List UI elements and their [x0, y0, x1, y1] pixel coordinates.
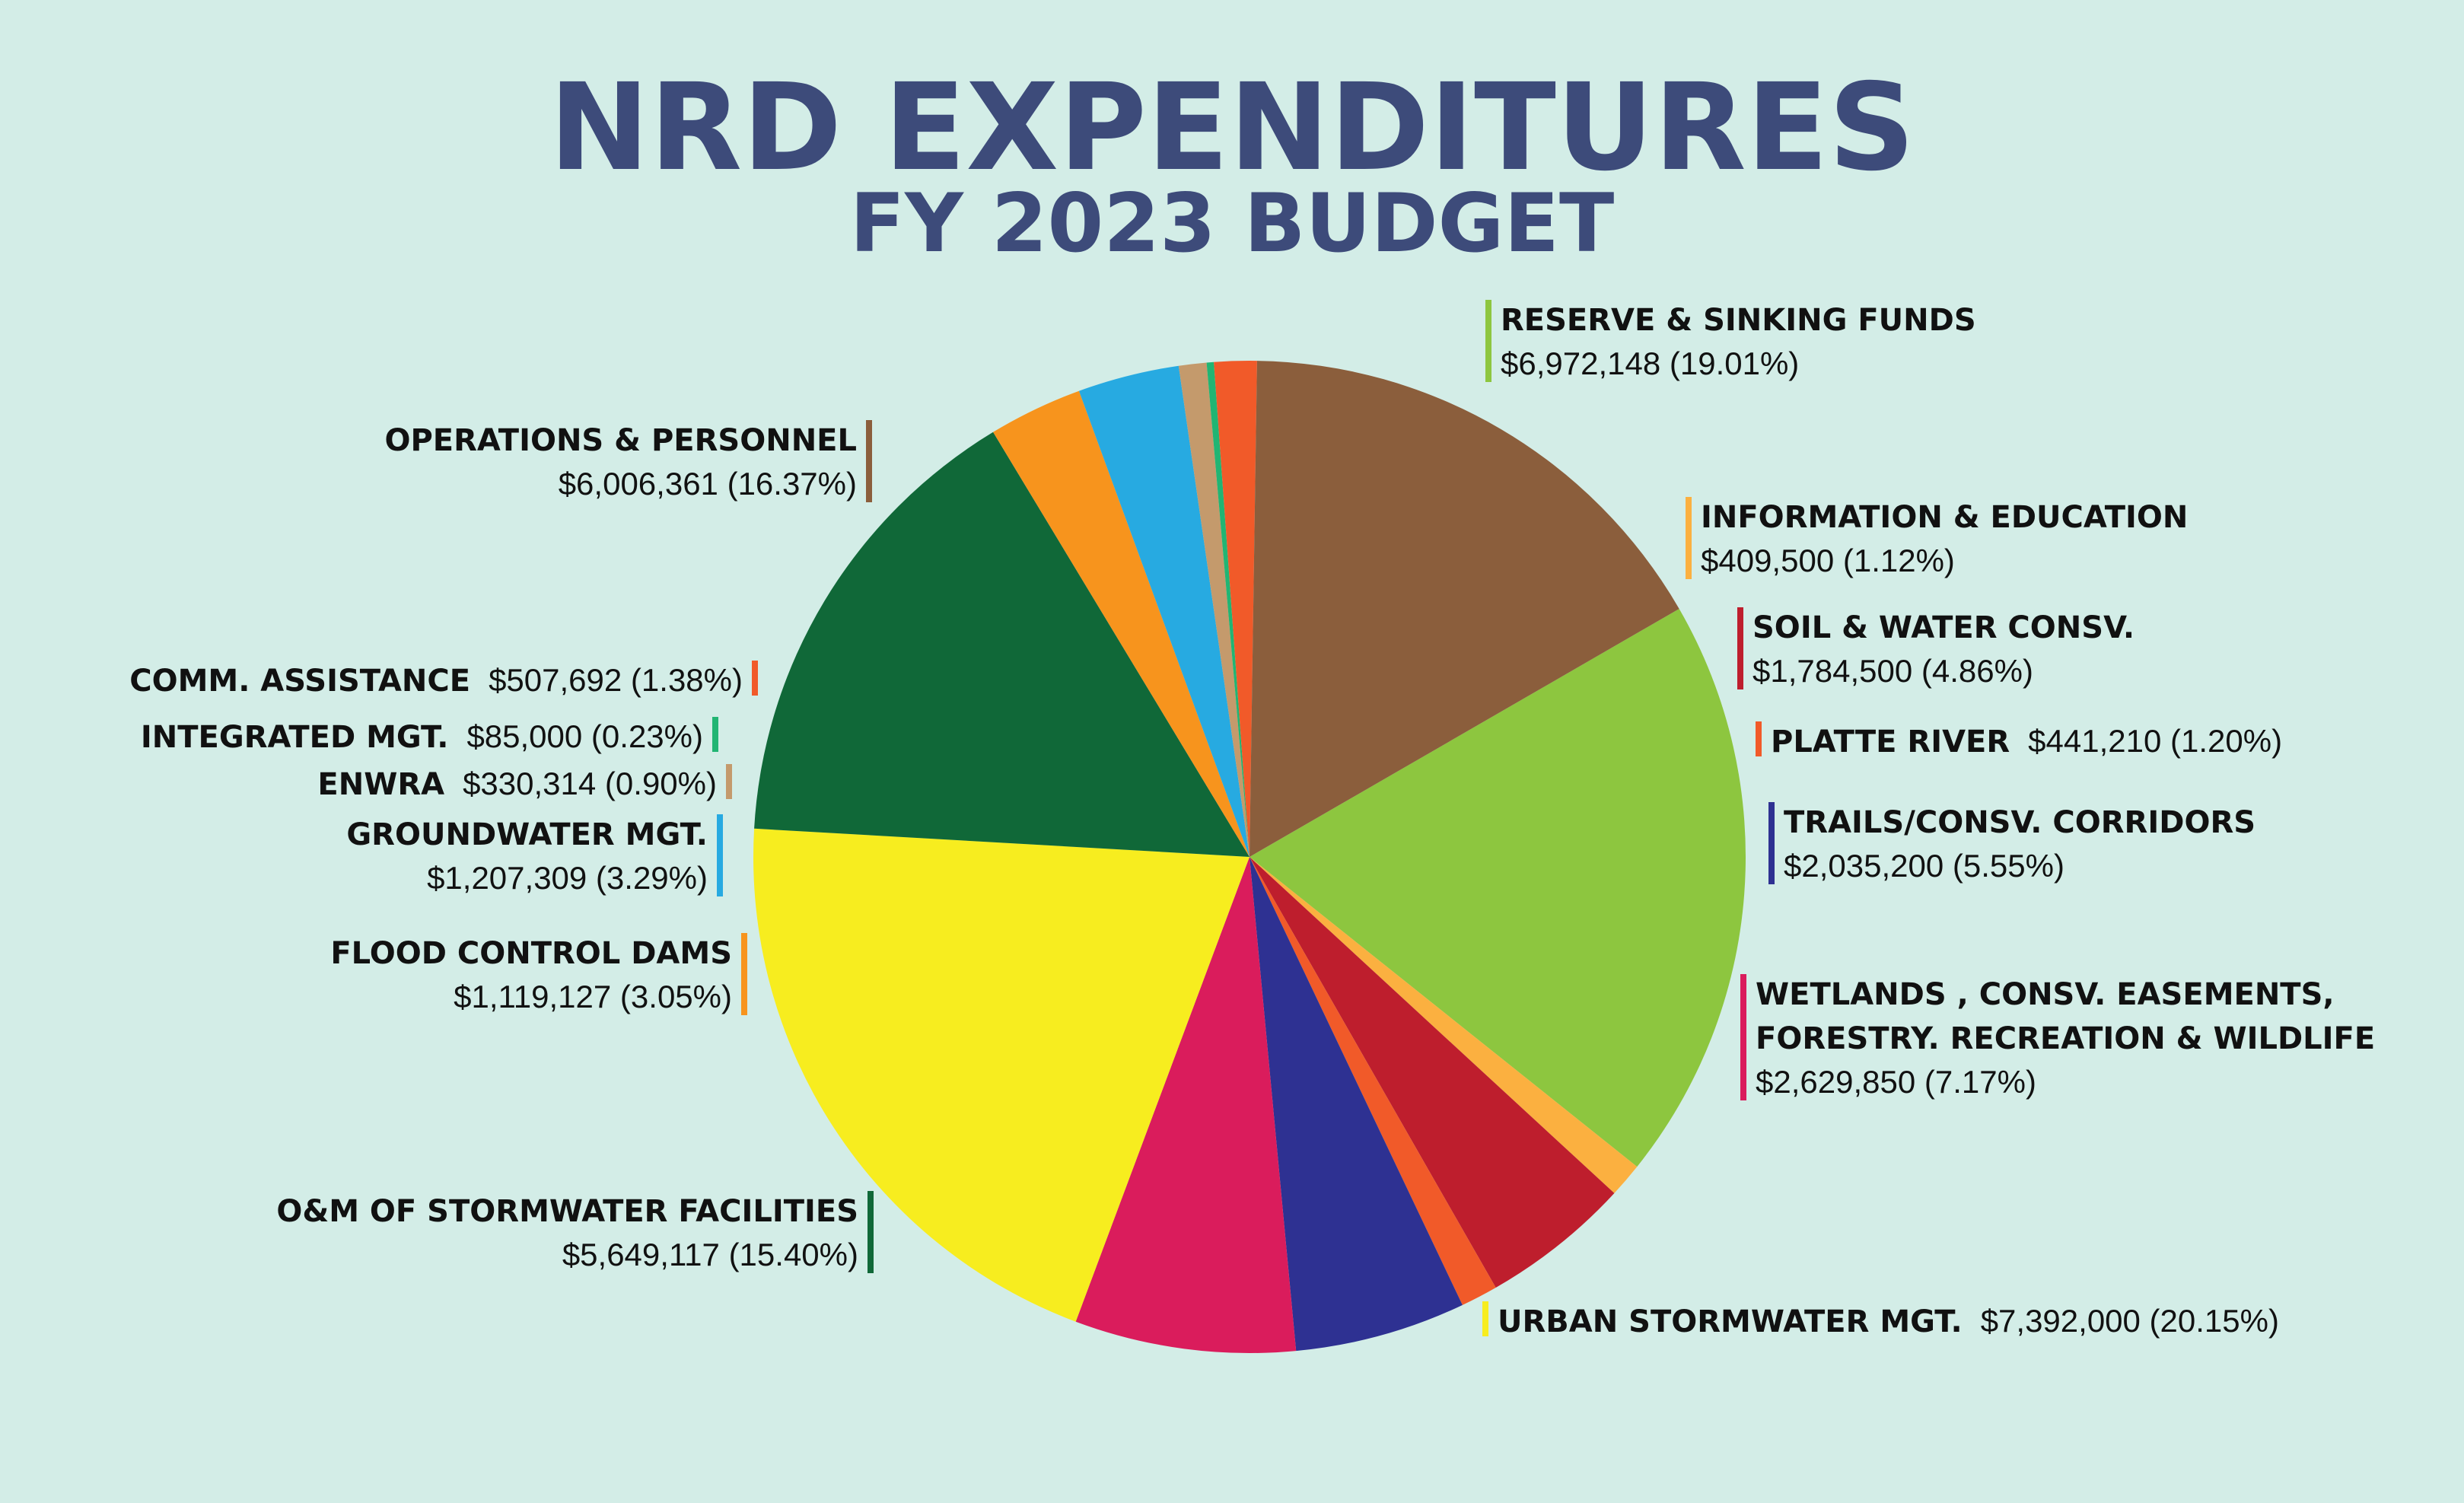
- label-value-wetlands-consv-easements: $2,629,850 (7.17%): [1756, 1064, 2036, 1100]
- label-value-trails-consv-corridors: $2,035,200 (5.55%): [1784, 848, 2064, 884]
- label-marker-enwra: [726, 764, 732, 799]
- pie-slice-comm-assistance: [1214, 361, 1257, 857]
- label-name-enwra: ENWRA: [317, 767, 444, 802]
- pie-slice-flood-control-dams: [993, 390, 1250, 857]
- label-value-soil-water-consv: $1,784,500 (4.86%): [1752, 653, 2033, 689]
- label-name-reserve-sinking-funds: RESERVE & SINKING FUNDS: [1501, 303, 1976, 338]
- label-marker-platte-river: [1756, 721, 1762, 756]
- label-value-groundwater-mgt: $1,207,309 (3.29%): [427, 860, 708, 896]
- pie-slice-integrated-mgt: [1206, 361, 1250, 857]
- label-value-comm-assistance: $507,692 (1.38%): [489, 662, 743, 698]
- label-name-operations-personnel: OPERATIONS & PERSONNEL: [384, 423, 857, 458]
- label-name-platte-river: PLATTE RIVER: [1771, 724, 2010, 759]
- label-value-information-education: $409,500 (1.12%): [1701, 543, 1955, 578]
- label-name2-wetlands-consv-easements: FORESTRY. RECREATION & WILDLIFE: [1756, 1021, 2375, 1056]
- label-name-soil-water-consv: SOIL & WATER CONSV.: [1752, 610, 2135, 645]
- pie-slice-wetlands-consv-easements: [1075, 857, 1297, 1353]
- label-name-comm-assistance: COMM. ASSISTANCE: [129, 664, 470, 699]
- label-marker-groundwater-mgt: [717, 814, 723, 896]
- pie-slice-soil-water-consv: [1250, 857, 1615, 1288]
- label-name-integrated-mgt: INTEGRATED MGT.: [141, 720, 449, 755]
- label-marker-integrated-mgt: [712, 717, 718, 752]
- pie-slice-o-m-of-stormwater-facilities: [754, 431, 1250, 857]
- pie-slice-trails-consv-corridors: [1250, 857, 1463, 1352]
- label-name-o-m-of-stormwater-facilities: O&M OF STORMWATER FACILITIES: [276, 1194, 858, 1229]
- label-name-groundwater-mgt: GROUNDWATER MGT.: [346, 817, 708, 852]
- label-name-urban-stormwater-mgt: URBAN STORMWATER MGT.: [1498, 1304, 1963, 1339]
- label-marker-comm-assistance: [752, 661, 758, 696]
- pie-slice-groundwater-mgt: [1078, 365, 1250, 857]
- chart-subtitle: FY 2023 BUDGET: [850, 177, 1615, 270]
- pie-slices: [753, 361, 1746, 1353]
- label-marker-information-education: [1686, 497, 1692, 579]
- label-marker-operations-personnel: [866, 420, 872, 502]
- pie-slice-reserve-sinking-funds: [1250, 609, 1746, 1167]
- label-marker-wetlands-consv-easements: [1740, 974, 1746, 1100]
- label-value-operations-personnel: $6,006,361 (16.37%): [559, 466, 857, 502]
- label-marker-trails-consv-corridors: [1768, 802, 1775, 884]
- label-value-platte-river: $441,210 (1.20%): [2028, 723, 2282, 759]
- pie-labels: RESERVE & SINKING FUNDS $6,972,148 (19.01…: [129, 300, 2375, 1339]
- label-value-enwra: $330,314 (0.90%): [463, 766, 717, 801]
- chart-title: NRD EXPENDITURES: [549, 58, 1915, 198]
- pie-slice-information-education: [1250, 857, 1638, 1193]
- pie-slice-enwra: [1178, 362, 1250, 857]
- label-marker-soil-water-consv: [1737, 607, 1743, 689]
- label-value-integrated-mgt: $85,000 (0.23%): [466, 718, 703, 754]
- label-name-information-education: INFORMATION & EDUCATION: [1701, 500, 2188, 535]
- label-value-o-m-of-stormwater-facilities: $5,649,117 (15.40%): [562, 1237, 858, 1272]
- label-name-trails-consv-corridors: TRAILS/CONSV. CORRIDORS: [1784, 805, 2255, 840]
- label-marker-reserve-sinking-funds: [1485, 300, 1491, 382]
- pie-slice-operations-personnel: [1250, 361, 1679, 858]
- label-value-urban-stormwater-mgt: $7,392,000 (20.15%): [1981, 1303, 2279, 1339]
- label-marker-urban-stormwater-mgt: [1482, 1301, 1488, 1336]
- label-marker-flood-control-dams: [741, 933, 747, 1015]
- pie-slice-urban-stormwater-mgt: [753, 828, 1250, 1322]
- label-value-flood-control-dams: $1,119,127 (3.05%): [454, 979, 732, 1014]
- label-value-reserve-sinking-funds: $6,972,148 (19.01%): [1501, 345, 1799, 381]
- label-name-wetlands-consv-easements: WETLANDS , CONSV. EASEMENTS,: [1756, 977, 2335, 1012]
- label-name-flood-control-dams: FLOOD CONTROL DAMS: [330, 936, 732, 971]
- label-marker-o-m-of-stormwater-facilities: [867, 1191, 874, 1273]
- pie-slice-platte-river: [1250, 857, 1496, 1305]
